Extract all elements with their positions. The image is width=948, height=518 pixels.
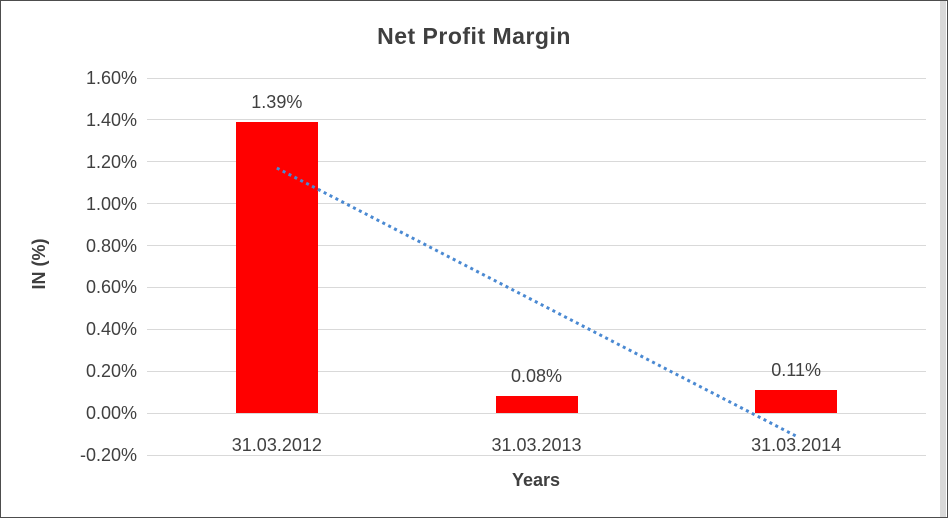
x-tick-label: 31.03.2014 [751,435,842,455]
y-tick-label: 0.60% [85,277,137,298]
bar-value-label: 1.39% [251,91,303,112]
y-tick-label: 1.60% [85,68,137,88]
bar [235,121,318,414]
y-tick-label: 1.00% [85,193,137,214]
y-tick-label: 0.20% [85,361,137,382]
bar [495,396,578,414]
y-tick-label: 1.20% [85,151,137,172]
gridline [147,119,926,121]
y-tick-label: 0.00% [85,403,137,424]
y-tick-label: 0.80% [85,235,137,256]
y-tick-label: 1.40% [85,109,137,130]
x-tick-label: 31.03.2012 [231,435,322,455]
y-tick-label: 0.40% [85,319,137,340]
bar [755,390,838,414]
x-tick-label: 31.03.2013 [491,435,582,455]
gridline [147,454,926,456]
bar-value-label: 0.08% [510,366,563,387]
chart-title: Net Profit Margin [377,23,571,49]
y-tick-label: -0.20% [79,445,137,465]
gridline [147,77,926,79]
x-axis-title: Years [511,470,561,490]
bar-value-label: 0.11% [771,360,821,381]
frame-right-strip [940,1,946,517]
gridline [147,161,926,163]
